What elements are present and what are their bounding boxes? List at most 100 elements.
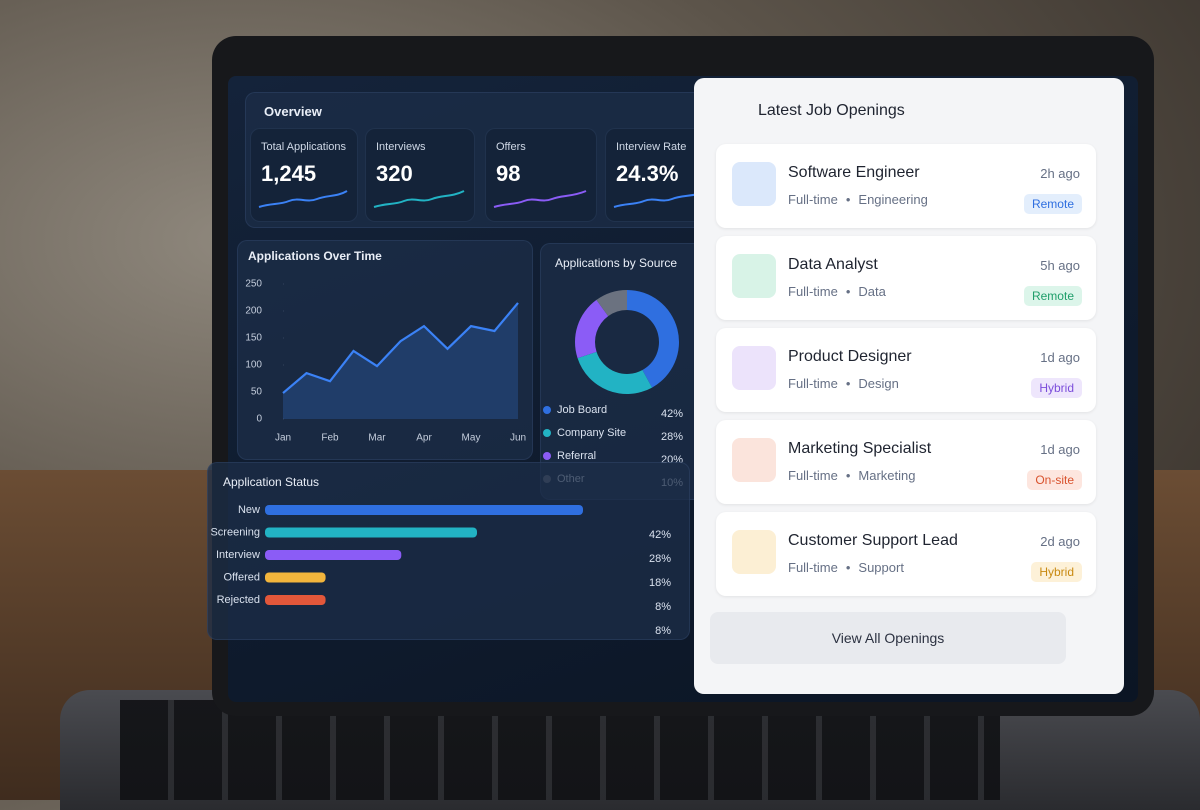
separator: • [845, 192, 851, 207]
y-tick-label: 0 [256, 414, 262, 425]
job-tag: Remote [1023, 194, 1082, 214]
chart-title: Application Status [223, 475, 319, 489]
category-label: New [238, 504, 260, 516]
job-type: Full-time [788, 468, 838, 483]
x-tick-label: Jun [510, 433, 526, 444]
job-tag: Hybrid [1031, 378, 1082, 398]
value-label: 18% [649, 577, 671, 589]
kpi-value: 24.3% [616, 161, 679, 186]
value-label: 8% [655, 625, 671, 637]
bar [265, 550, 402, 560]
y-tick-label: 50 [251, 387, 263, 398]
sparkline [258, 190, 348, 208]
overview-title: Overview [264, 104, 322, 119]
y-tick-label: 200 [245, 306, 262, 317]
job-icon [732, 346, 776, 390]
job-card[interactable]: Customer Support Lead Full-time • Support 2d… [716, 512, 1096, 596]
kpi-label: Interview Rate [616, 141, 687, 153]
job-meta: Full-time • Engineering [788, 192, 928, 207]
legend-label: Referral [557, 450, 596, 462]
donut-slice [596, 290, 627, 317]
job-title: Marketing Specialist [788, 440, 932, 457]
legend-dot [543, 429, 551, 437]
job-title: Data Analyst [788, 256, 878, 273]
x-tick-label: Mar [368, 433, 386, 444]
job-icon [732, 254, 776, 298]
category-label: Interview [216, 549, 260, 561]
legend-label: Company Site [557, 427, 626, 439]
job-icon [732, 530, 776, 574]
category-label: Screening [210, 526, 260, 538]
job-title: Product Designer [788, 348, 912, 365]
legend-dot [543, 452, 551, 460]
y-tick-label: 150 [245, 333, 262, 344]
job-meta: Full-time • Data [788, 284, 886, 299]
kpi-card: Total Applications 1,245 [250, 128, 358, 222]
job-type: Full-time [788, 284, 838, 299]
bar [265, 572, 326, 583]
job-tag: On-site [1027, 470, 1082, 490]
job-posted: 1d ago [1040, 350, 1080, 365]
donut-chart: Applications by Source Job Board 42% Compan… [540, 243, 712, 500]
kpi-label: Interviews [376, 141, 426, 153]
sparkline-path [258, 190, 348, 208]
job-type: Full-time [788, 192, 838, 207]
sparkline [493, 190, 587, 208]
kpi-value: 1,245 [261, 161, 317, 186]
job-card[interactable]: Data Analyst Full-time • Data 5h ago Remote [716, 236, 1096, 320]
category-label: Rejected [217, 594, 260, 606]
donut-slice [577, 351, 653, 394]
job-department: Support [858, 560, 904, 575]
line-chart: Applications Over Time 0 50 100 150 200 250 Jan… [237, 240, 533, 460]
line [282, 302, 519, 394]
legend-value: 28% [661, 431, 683, 443]
separator: • [845, 376, 851, 391]
bar-chart: Application Status New 42% Screening 28% Inte… [207, 462, 690, 640]
job-department: Data [858, 284, 886, 299]
view-all-button[interactable]: View All Openings [710, 612, 1066, 664]
job-meta: Full-time • Marketing [788, 468, 915, 483]
panel-title: Latest Job Openings [758, 102, 905, 119]
chart-title: Applications Over Time [248, 249, 382, 263]
x-tick-label: Feb [321, 433, 339, 444]
job-panel: Latest Job Openings View All Openings So… [694, 78, 1124, 694]
sparkline [373, 190, 465, 208]
donut-slice [627, 290, 679, 388]
x-tick-label: May [462, 433, 481, 444]
job-posted: 2d ago [1040, 534, 1080, 549]
legend-value: 42% [661, 408, 683, 420]
job-tag: Remote [1023, 286, 1082, 306]
sparkline-path [373, 190, 465, 208]
bar [265, 505, 583, 515]
job-card[interactable]: Product Designer Full-time • Design 1d ago Hy… [716, 328, 1096, 412]
job-tag: Hybrid [1031, 562, 1082, 582]
value-label: 8% [655, 601, 671, 613]
kpi-card: Interviews 320 [365, 128, 475, 222]
job-card[interactable]: Software Engineer Full-time • Engineering 2h… [716, 144, 1096, 228]
keyboard [120, 700, 1000, 800]
job-card[interactable]: Marketing Specialist Full-time • Marketing 1… [716, 420, 1096, 504]
job-type: Full-time [788, 376, 838, 391]
job-meta: Full-time • Support [788, 560, 904, 575]
y-tick-label: 250 [245, 279, 262, 290]
category-label: Offered [224, 571, 261, 583]
job-posted: 1d ago [1040, 442, 1080, 457]
job-department: Engineering [858, 192, 928, 207]
job-department: Marketing [858, 468, 916, 483]
kpi-value: 98 [496, 161, 521, 186]
donut-slice [575, 299, 609, 359]
job-posted: 5h ago [1040, 258, 1080, 273]
y-tick-label: 100 [245, 360, 262, 371]
kpi-card: Offers 98 [485, 128, 597, 222]
value-label: 28% [649, 553, 671, 565]
job-department: Design [858, 376, 899, 391]
job-meta: Full-time • Design [788, 376, 899, 391]
kpi-label: Offers [496, 141, 526, 153]
sparkline [613, 190, 711, 208]
legend-label: Job Board [557, 404, 607, 416]
job-type: Full-time [788, 560, 838, 575]
job-title: Customer Support Lead [788, 532, 958, 549]
sparkline-path [613, 190, 711, 208]
x-tick-label: Jan [275, 433, 291, 444]
